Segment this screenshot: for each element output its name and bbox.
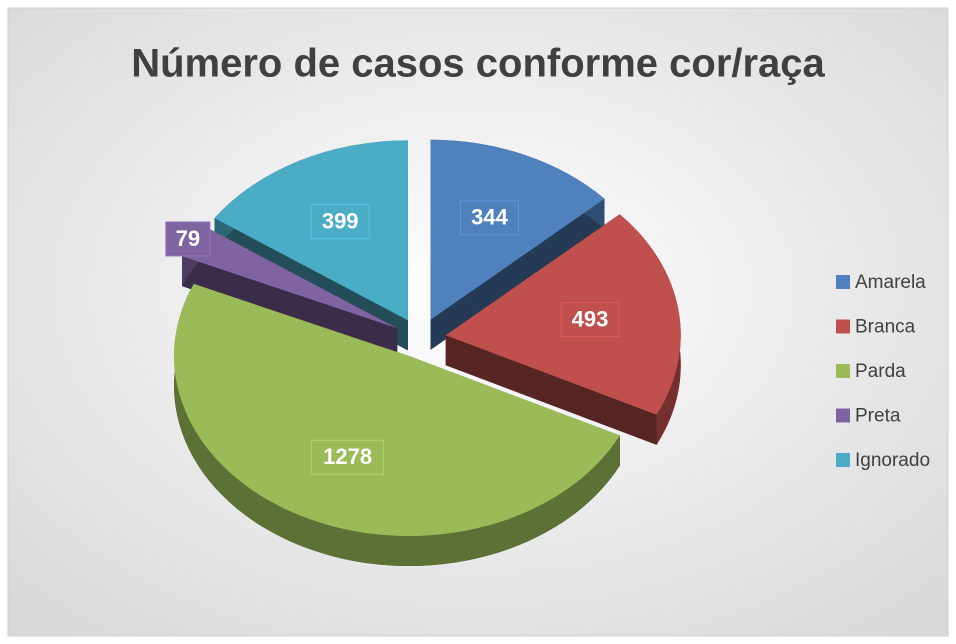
data-label: 79 (176, 226, 200, 251)
legend-label: Ignorado (855, 450, 930, 471)
data-label: 1278 (323, 444, 372, 469)
slice-wall (182, 256, 398, 359)
slice (174, 283, 620, 567)
data-label: 344 (471, 205, 508, 230)
data-label-box (560, 302, 620, 338)
slice-top (174, 283, 620, 537)
slice-wall (430, 198, 605, 350)
data-label-box (311, 439, 385, 475)
data-label: 493 (572, 306, 609, 331)
legend-label: Preta (855, 406, 901, 427)
data-label: 399 (322, 208, 359, 233)
legend-swatch (836, 408, 850, 423)
legend-swatch (836, 319, 850, 334)
slice-top (182, 226, 398, 329)
chart-title: Número de casos conforme cor/raça (131, 42, 825, 86)
slice-wall (445, 335, 657, 445)
data-label-box (165, 221, 211, 257)
data-label-box (460, 200, 520, 236)
legend-label: Amarela (855, 272, 926, 293)
data-label-box (310, 204, 370, 240)
legend-label: Branca (855, 317, 916, 338)
legend-label: Parda (855, 361, 906, 382)
slice (182, 226, 398, 359)
legend-swatch (836, 275, 850, 289)
legend-swatch (836, 364, 850, 378)
legend-swatch (836, 453, 850, 467)
